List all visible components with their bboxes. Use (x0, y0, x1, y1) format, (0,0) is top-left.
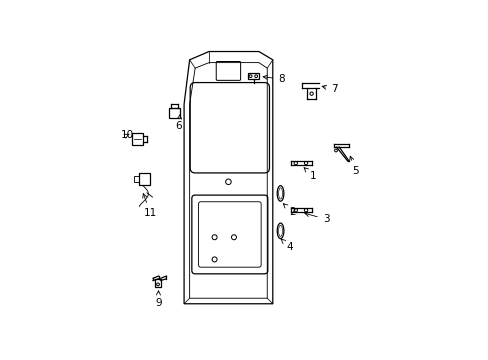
Text: 11: 11 (142, 194, 157, 218)
Bar (134, 176, 139, 183)
Bar (155, 279, 161, 287)
Bar (247, 73, 259, 79)
Text: 7: 7 (322, 84, 337, 94)
Bar (132, 133, 143, 145)
Text: 5: 5 (349, 156, 358, 176)
Text: 2: 2 (283, 204, 295, 217)
Text: 3: 3 (305, 212, 328, 224)
Text: 10: 10 (120, 130, 133, 140)
Text: 9: 9 (155, 291, 162, 308)
Text: 4: 4 (281, 239, 293, 252)
Text: 6: 6 (175, 115, 182, 131)
Bar (168, 108, 180, 118)
Text: 1: 1 (304, 168, 316, 181)
Bar (139, 174, 149, 185)
Text: 8: 8 (263, 74, 285, 84)
